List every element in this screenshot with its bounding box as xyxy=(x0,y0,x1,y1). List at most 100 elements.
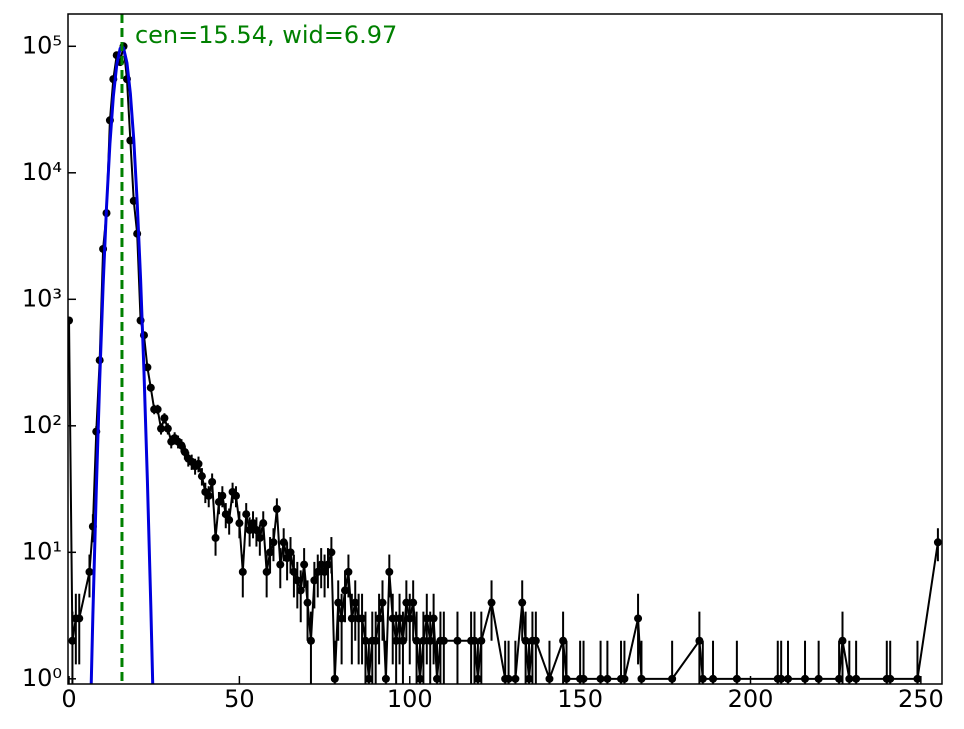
data-point xyxy=(68,636,77,645)
data-point xyxy=(603,674,612,683)
data-point xyxy=(777,674,786,683)
data-point xyxy=(814,674,823,683)
data-point xyxy=(262,567,271,576)
data-point xyxy=(214,497,223,506)
data-point xyxy=(439,636,448,645)
y-tick-label: 10⁴ xyxy=(22,158,62,186)
data-point xyxy=(477,636,486,645)
data-point xyxy=(313,567,322,576)
data-point xyxy=(204,491,213,500)
data-point xyxy=(269,538,278,547)
data-point xyxy=(300,560,309,569)
data-point xyxy=(293,576,302,585)
data-point xyxy=(180,448,189,457)
data-point xyxy=(504,674,513,683)
data-point xyxy=(330,674,339,683)
data-point xyxy=(286,548,295,557)
data-point xyxy=(289,567,298,576)
data-point xyxy=(392,636,401,645)
data-point xyxy=(371,636,380,645)
data-point xyxy=(221,510,230,519)
y-tick-label: 10² xyxy=(22,411,62,439)
data-point xyxy=(433,674,442,683)
data-point xyxy=(579,674,588,683)
data-point xyxy=(405,614,414,623)
data-point xyxy=(385,567,394,576)
data-point xyxy=(422,614,431,623)
x-tick-label: 250 xyxy=(898,685,944,713)
data-point xyxy=(238,567,247,576)
data-point xyxy=(245,526,254,535)
data-point xyxy=(320,567,329,576)
data-point xyxy=(334,598,343,607)
data-point xyxy=(634,614,643,623)
data-point xyxy=(412,636,421,645)
data-point xyxy=(470,636,479,645)
data-point xyxy=(283,554,292,563)
y-tick-label: 10³ xyxy=(22,284,62,312)
data-point xyxy=(375,614,384,623)
data-point xyxy=(163,424,172,433)
data-point xyxy=(344,567,353,576)
data-point xyxy=(562,674,571,683)
data-point xyxy=(197,472,206,481)
data-point xyxy=(194,459,203,468)
data-point xyxy=(242,510,251,519)
data-point xyxy=(211,533,220,542)
x-tick-label: 0 xyxy=(61,685,76,713)
data-point xyxy=(276,560,285,569)
plot-area xyxy=(68,14,942,684)
data-point xyxy=(347,614,356,623)
data-point xyxy=(801,674,810,683)
data-point xyxy=(225,516,234,525)
data-point xyxy=(545,674,554,683)
data-point xyxy=(143,363,152,372)
data-point xyxy=(279,538,288,547)
data-point xyxy=(596,674,605,683)
data-point xyxy=(845,674,854,683)
data-point xyxy=(637,674,646,683)
data-point xyxy=(146,383,155,392)
data-point xyxy=(525,674,534,683)
data-point xyxy=(698,674,707,683)
data-point xyxy=(402,598,411,607)
data-point xyxy=(838,636,847,645)
data-point xyxy=(303,598,312,607)
data-point xyxy=(511,674,520,683)
data-point xyxy=(426,636,435,645)
data-point xyxy=(208,477,217,486)
data-point xyxy=(317,560,326,569)
data-point xyxy=(933,538,942,547)
data-point xyxy=(310,576,319,585)
plot-frame xyxy=(67,13,943,685)
data-point xyxy=(378,598,387,607)
data-point xyxy=(518,598,527,607)
data-point xyxy=(231,491,240,500)
x-tick-label: 100 xyxy=(387,685,433,713)
data-point xyxy=(341,586,350,595)
data-point xyxy=(409,598,418,607)
data-point xyxy=(85,567,94,576)
data-point xyxy=(160,414,169,423)
data-point xyxy=(218,491,227,500)
y-tick-label: 10¹ xyxy=(22,537,62,565)
data-point xyxy=(395,614,404,623)
data-point xyxy=(429,614,438,623)
data-point xyxy=(68,316,74,325)
data-point xyxy=(259,519,268,528)
data-point xyxy=(337,614,346,623)
data-point xyxy=(398,636,407,645)
data-point xyxy=(157,424,166,433)
data-point xyxy=(364,674,373,683)
data-point xyxy=(255,533,264,542)
x-tick-label: 50 xyxy=(224,685,255,713)
data-point xyxy=(521,636,530,645)
data-point xyxy=(453,636,462,645)
data-point xyxy=(415,674,424,683)
annotation: cen=15.54, wid=6.97 xyxy=(135,21,397,49)
y-tick-label: 10⁰ xyxy=(22,664,62,692)
data-point xyxy=(381,674,390,683)
data-point xyxy=(620,674,629,683)
data-point xyxy=(266,548,275,557)
data-point xyxy=(323,560,332,569)
